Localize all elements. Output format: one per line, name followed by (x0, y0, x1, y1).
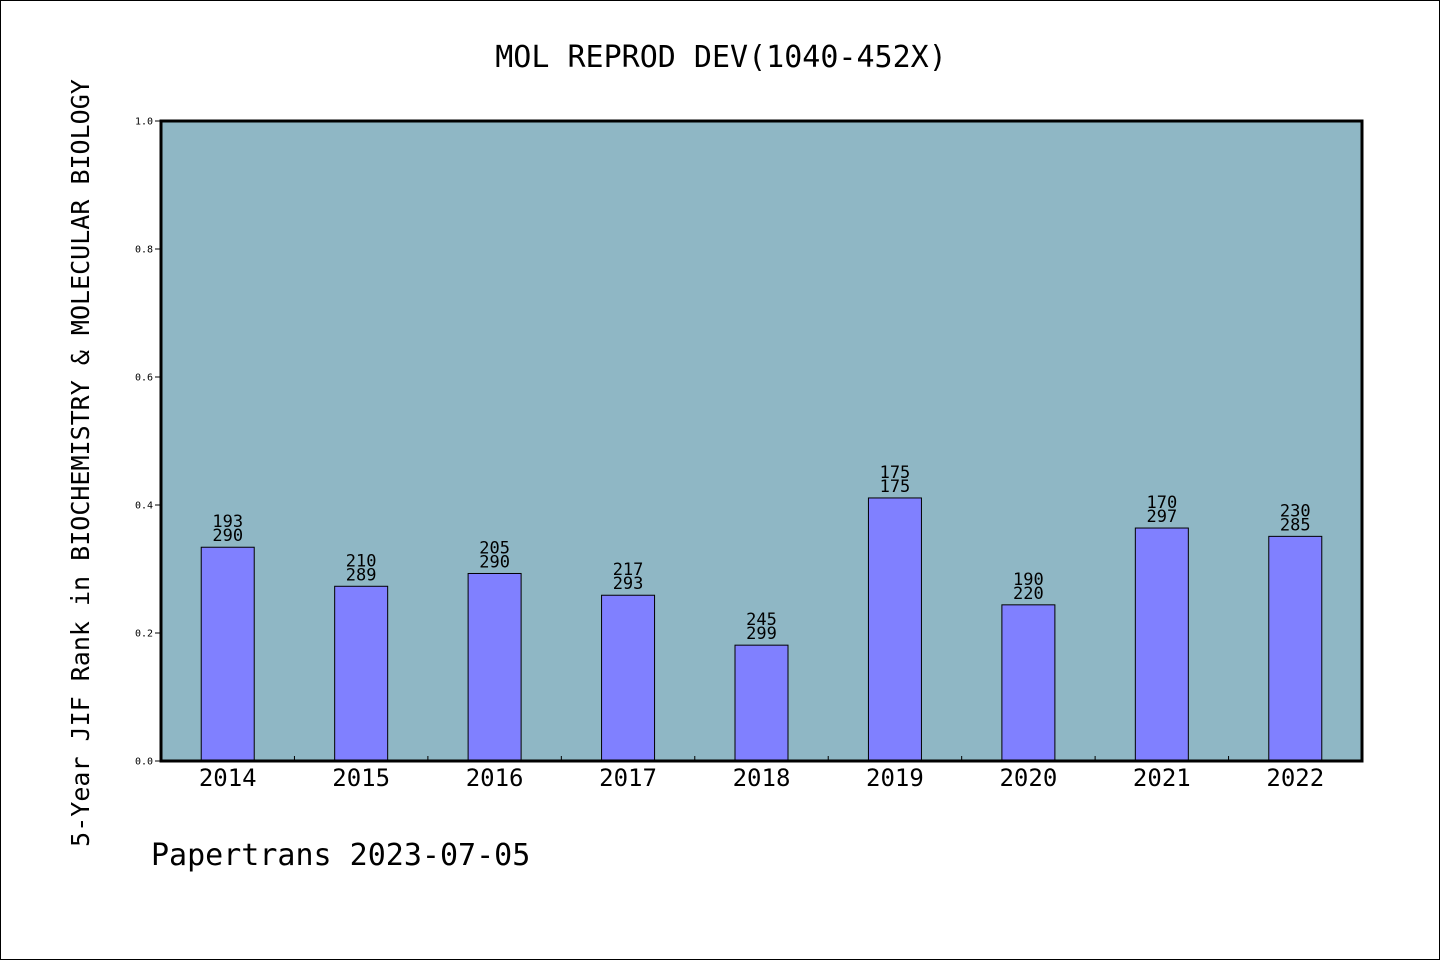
bar-label-top: 210 (346, 551, 377, 571)
bar-label-top: 205 (479, 538, 510, 558)
bar-label-bottom: 285 (1280, 515, 1311, 535)
x-tick-label: 2020 (999, 764, 1057, 792)
x-tick-label: 2019 (866, 764, 924, 792)
x-tick-label: 2015 (332, 764, 390, 792)
y-tick-label: 0.0 (135, 757, 153, 768)
x-tick-label: 2016 (466, 764, 524, 792)
bar-2020 (1001, 604, 1056, 762)
bar-label-bottom: 290 (479, 552, 510, 572)
y-tick-label: 0.8 (135, 245, 153, 256)
bar-2018 (734, 644, 789, 762)
bar-label-bottom: 290 (212, 526, 243, 546)
x-axis-ticks: 2014 2015 2016 2017 2018 2019 2020 2021 2022 (199, 756, 1324, 792)
y-axis-ticks: 0.0 0.2 0.4 0.6 0.8 1.0 (135, 117, 161, 768)
bar-label-top: 217 (613, 560, 644, 580)
y-tick-label: 0.2 (135, 629, 153, 640)
bar-label-top: 193 (212, 512, 243, 532)
bar-label-bottom: 297 (1146, 507, 1177, 527)
y-tick-label: 0.6 (135, 373, 153, 384)
x-tick-label: 2018 (733, 764, 791, 792)
bar-2014 (200, 546, 255, 762)
bar-2022 (1268, 535, 1323, 762)
x-tick-label: 2021 (1133, 764, 1191, 792)
x-tick-label: 2022 (1266, 764, 1324, 792)
plot-border (159, 119, 1364, 763)
bar-label-top: 170 (1146, 493, 1177, 513)
y-axis-label: 5-Year JIF Rank in BIOCHEMISTRY & MOLECU… (66, 79, 95, 847)
bar-2017 (601, 594, 656, 762)
bar-label-top: 230 (1280, 501, 1311, 521)
bar-label-top: 175 (880, 463, 911, 483)
bar-2016 (467, 572, 522, 762)
bar-label-bottom: 299 (746, 624, 777, 644)
x-tick-label: 2014 (199, 764, 257, 792)
bar-2019 (867, 497, 922, 762)
chart-title: MOL REPROD DEV(1040-452X) (495, 40, 947, 75)
x-tick-label: 2017 (599, 764, 657, 792)
bar-2021 (1134, 527, 1189, 762)
bar-2015 (334, 585, 389, 762)
bar-label-top: 245 (746, 610, 777, 630)
y-tick-label: 1.0 (135, 117, 153, 128)
bar-label-bottom: 289 (346, 565, 377, 585)
bar-label-bottom: 220 (1013, 584, 1044, 604)
bar-label-bottom: 293 (613, 574, 644, 594)
y-tick-label: 0.4 (135, 501, 153, 512)
footer-text: Papertrans 2023-07-05 (151, 838, 530, 873)
bar-label-bottom: 175 (880, 477, 911, 497)
bar-label-top: 190 (1013, 570, 1044, 590)
